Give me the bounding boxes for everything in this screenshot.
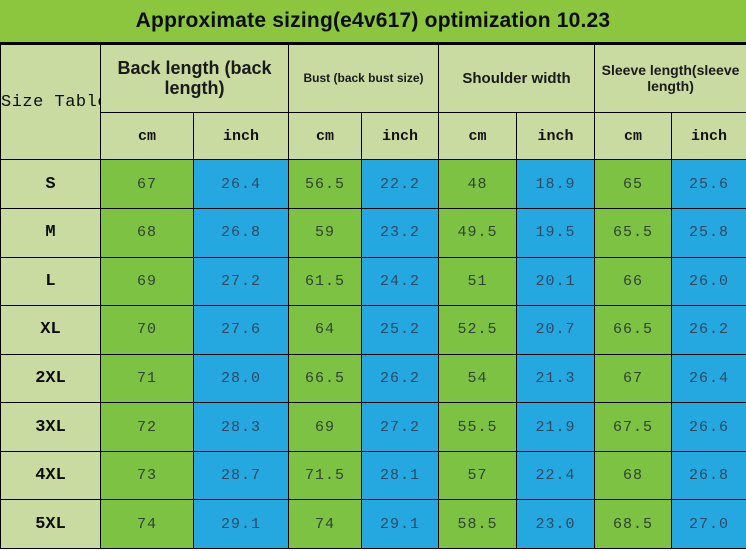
value-cell-cm: 57 xyxy=(438,450,518,501)
unit-header-inch: inch xyxy=(192,111,290,161)
value-cell-inch: 20.1 xyxy=(516,256,596,307)
value-cell-cm: 66.5 xyxy=(594,305,673,355)
value-cell-inch: 27.2 xyxy=(192,256,290,307)
unit-header-cm: cm xyxy=(438,111,518,161)
value-cell-inch: 26.0 xyxy=(671,256,746,307)
table-row: 5XL 74 29.1 74 29.1 58.5 23.0 68.5 27.0 xyxy=(0,499,746,549)
table-row: 2XL 71 28.0 66.5 26.2 54 21.3 67 26.4 xyxy=(0,353,746,404)
value-cell-cm: 52.5 xyxy=(438,305,518,355)
value-cell-inch: 26.4 xyxy=(192,159,290,209)
value-cell-cm: 67 xyxy=(100,159,194,209)
value-cell-inch: 28.7 xyxy=(192,450,290,501)
value-cell-cm: 68 xyxy=(594,450,673,501)
header-group-row: Size Table Back length (back length) Bus… xyxy=(0,43,746,161)
value-cell-inch: 26.8 xyxy=(192,207,290,258)
column-group-sleeve-length: Sleeve length(sleeve length) xyxy=(594,44,746,113)
value-cell-inch: 25.2 xyxy=(361,305,440,355)
value-cell-inch: 28.3 xyxy=(192,402,290,452)
value-cell-inch: 26.2 xyxy=(361,353,440,404)
value-cell-inch: 23.0 xyxy=(516,499,596,549)
value-cell-cm: 69 xyxy=(100,256,194,307)
value-cell-inch: 22.4 xyxy=(516,450,596,501)
value-cell-inch: 27.6 xyxy=(192,305,290,355)
column-group-back-length: Back length (back length) xyxy=(99,44,290,113)
value-cell-cm: 71.5 xyxy=(288,450,363,501)
value-cell-cm: 55.5 xyxy=(438,402,518,452)
value-cell-cm: 70 xyxy=(100,305,194,355)
column-group-bust: Bust (back bust size) xyxy=(288,44,440,113)
value-cell-cm: 58.5 xyxy=(438,499,518,549)
unit-header-inch: inch xyxy=(516,111,596,161)
value-cell-inch: 28.1 xyxy=(361,450,440,501)
page-title: Approximate sizing(e4v617) optimization … xyxy=(135,9,611,32)
value-cell-cm: 65 xyxy=(594,159,673,209)
value-cell-inch: 26.4 xyxy=(671,353,746,404)
value-cell-inch: 25.8 xyxy=(671,207,746,258)
value-cell-cm: 48 xyxy=(438,159,518,209)
corner-label: Size Table xyxy=(0,43,101,161)
unit-header-cm: cm xyxy=(100,111,194,161)
table-row: XL 70 27.6 64 25.2 52.5 20.7 66.5 26.2 xyxy=(0,305,746,355)
value-cell-cm: 71 xyxy=(100,353,194,404)
unit-header-cm: cm xyxy=(594,111,673,161)
value-cell-inch: 25.6 xyxy=(671,159,746,209)
size-label: 2XL xyxy=(0,353,101,404)
size-label: 4XL xyxy=(0,450,101,501)
table-row: M 68 26.8 59 23.2 49.5 19.5 65.5 25.8 xyxy=(0,207,746,258)
value-cell-inch: 20.7 xyxy=(516,305,596,355)
unit-header-cm: cm xyxy=(288,111,363,161)
size-label: S xyxy=(0,159,101,209)
value-cell-cm: 68.5 xyxy=(594,499,673,549)
unit-header-row: cm inch cm inch cm inch cm inch xyxy=(1,111,746,161)
size-label: M xyxy=(0,207,101,258)
value-cell-inch: 27.2 xyxy=(361,402,440,452)
value-cell-cm: 56.5 xyxy=(288,159,363,209)
table-row: L 69 27.2 61.5 24.2 51 20.1 66 26.0 xyxy=(0,256,746,307)
title-bar: Approximate sizing(e4v617) optimization … xyxy=(0,0,746,44)
value-cell-inch: 26.6 xyxy=(671,402,746,452)
value-cell-inch: 29.1 xyxy=(192,499,290,549)
value-cell-cm: 67.5 xyxy=(594,402,673,452)
value-cell-cm: 66.5 xyxy=(288,353,363,404)
table-row: 4XL 73 28.7 71.5 28.1 57 22.4 68 26.8 xyxy=(0,450,746,501)
value-cell-cm: 68 xyxy=(100,207,194,258)
table-row: S 67 26.4 56.5 22.2 48 18.9 65 25.6 xyxy=(0,159,746,209)
value-cell-cm: 73 xyxy=(100,450,194,501)
value-cell-cm: 74 xyxy=(288,499,363,549)
value-cell-inch: 26.8 xyxy=(671,450,746,501)
size-label: 3XL xyxy=(0,402,101,452)
value-cell-inch: 21.9 xyxy=(516,402,596,452)
value-cell-cm: 49.5 xyxy=(438,207,518,258)
value-cell-cm: 74 xyxy=(100,499,194,549)
value-cell-cm: 61.5 xyxy=(288,256,363,307)
value-cell-inch: 27.0 xyxy=(671,499,746,549)
value-cell-inch: 18.9 xyxy=(516,159,596,209)
value-cell-inch: 21.3 xyxy=(516,353,596,404)
unit-header-inch: inch xyxy=(671,111,746,161)
column-group-shoulder-width: Shoulder width xyxy=(438,44,596,113)
size-label: 5XL xyxy=(0,499,101,549)
value-cell-cm: 72 xyxy=(100,402,194,452)
unit-header-inch: inch xyxy=(361,111,440,161)
value-cell-cm: 69 xyxy=(288,402,363,452)
value-cell-cm: 64 xyxy=(288,305,363,355)
value-cell-cm: 51 xyxy=(438,256,518,307)
value-cell-inch: 23.2 xyxy=(361,207,440,258)
value-cell-inch: 19.5 xyxy=(516,207,596,258)
size-table: Size Table Back length (back length) Bus… xyxy=(0,43,746,549)
value-cell-cm: 65.5 xyxy=(594,207,673,258)
table-row: 3XL 72 28.3 69 27.2 55.5 21.9 67.5 26.6 xyxy=(0,402,746,452)
size-label: XL xyxy=(0,305,101,355)
value-cell-cm: 54 xyxy=(438,353,518,404)
value-cell-cm: 59 xyxy=(288,207,363,258)
value-cell-inch: 24.2 xyxy=(361,256,440,307)
value-cell-inch: 28.0 xyxy=(192,353,290,404)
value-cell-inch: 26.2 xyxy=(671,305,746,355)
value-cell-inch: 29.1 xyxy=(361,499,440,549)
value-cell-cm: 66 xyxy=(594,256,673,307)
value-cell-cm: 67 xyxy=(594,353,673,404)
value-cell-inch: 22.2 xyxy=(361,159,440,209)
size-label: L xyxy=(0,256,101,307)
